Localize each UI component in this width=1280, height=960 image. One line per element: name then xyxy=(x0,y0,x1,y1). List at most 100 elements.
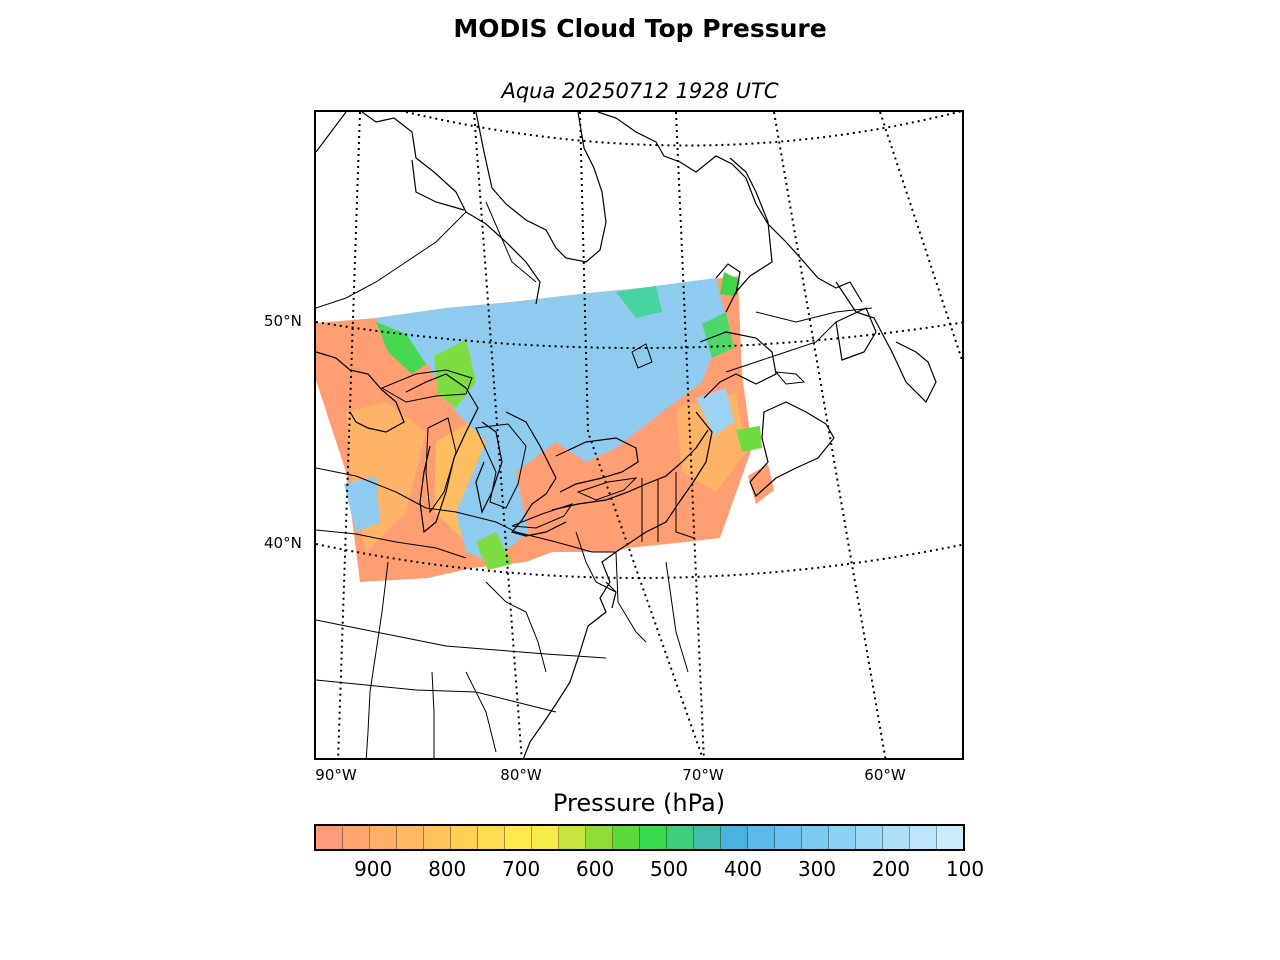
colorbar-segment xyxy=(802,826,829,849)
colorbar-segment xyxy=(721,826,748,849)
colorbar-tick-label: 500 xyxy=(649,857,689,881)
map-subtitle: Aqua 20250712 1928 UTC xyxy=(501,79,779,103)
border xyxy=(365,561,389,758)
lakes xyxy=(380,343,806,529)
colorbar-segment xyxy=(748,826,775,849)
coastline xyxy=(361,112,541,305)
colorbar-segment xyxy=(829,826,856,849)
colorbar-segment xyxy=(343,826,370,849)
colorbar-segment xyxy=(694,826,721,849)
border xyxy=(316,619,607,659)
longitude-label: 70°W xyxy=(682,766,724,784)
colorbar-title: Pressure (hPa) xyxy=(552,789,726,817)
meridian-line xyxy=(675,112,705,758)
graticule xyxy=(316,112,962,758)
border xyxy=(316,211,467,309)
coastline xyxy=(835,307,877,361)
colorbar-tick-label: 200 xyxy=(871,857,911,881)
border xyxy=(575,531,617,593)
colorbar-segment xyxy=(451,826,478,849)
colorbar-tick-label: 100 xyxy=(945,857,985,881)
colorbar-tick-label: 600 xyxy=(576,857,615,881)
colorbar-tick-label: 700 xyxy=(502,857,541,881)
latitude-label: 40°N xyxy=(264,534,302,552)
lake xyxy=(425,417,457,514)
border xyxy=(755,307,873,323)
colorbar-segment xyxy=(586,826,613,849)
meridian-line xyxy=(473,112,523,758)
border xyxy=(465,671,497,753)
longitude-label: 80°W xyxy=(500,766,542,784)
coastline xyxy=(316,351,405,433)
meridian-line xyxy=(773,112,887,758)
swath-green-band xyxy=(434,340,476,408)
coastline xyxy=(725,157,773,313)
coastline xyxy=(522,411,713,758)
coastline xyxy=(555,437,639,493)
border xyxy=(485,581,547,673)
swath-green-band xyxy=(736,426,762,452)
lake xyxy=(631,343,653,369)
lake xyxy=(576,477,638,501)
border xyxy=(725,321,837,373)
borders xyxy=(316,201,873,758)
meridian-line xyxy=(579,112,704,758)
colorbar-tick-label: 800 xyxy=(428,857,467,881)
parallel-line xyxy=(405,112,962,147)
colorbar-segment xyxy=(505,826,532,849)
longitude-label: 60°W xyxy=(864,766,906,784)
meridian-line xyxy=(337,112,361,758)
border xyxy=(316,679,557,713)
colorbar-tick-label: 300 xyxy=(797,857,837,881)
colorbar-segment xyxy=(370,826,397,849)
border xyxy=(675,472,695,539)
colorbar-segment xyxy=(424,826,451,849)
latitude-label: 50°N xyxy=(264,312,302,330)
colorbar-segment xyxy=(559,826,586,849)
coastline xyxy=(715,263,741,295)
colorbar-segment xyxy=(883,826,910,849)
colorbar-tick-label: 400 xyxy=(723,857,763,881)
lake xyxy=(475,423,527,509)
colorbar-segment xyxy=(478,826,505,849)
border xyxy=(431,671,435,758)
coastline xyxy=(551,429,709,511)
coastline xyxy=(475,112,607,263)
colorbar-tick-label: 900 xyxy=(354,857,393,881)
parallel-line xyxy=(316,321,962,349)
swath-high-cloud xyxy=(344,476,380,532)
colorbar-segment xyxy=(532,826,559,849)
border xyxy=(316,467,616,553)
coastline xyxy=(699,331,777,399)
meridian-line xyxy=(879,112,962,364)
swath-green-band xyxy=(720,272,740,296)
map-title: MODIS Cloud Top Pressure xyxy=(453,14,827,43)
border xyxy=(615,551,647,643)
colorbar-segment xyxy=(910,826,937,849)
colorbar-segment xyxy=(397,826,424,849)
lake xyxy=(774,371,806,385)
colorbar xyxy=(314,824,965,851)
coastline xyxy=(597,112,863,303)
colorbar-segment xyxy=(856,826,883,849)
colorbar-segment xyxy=(613,826,640,849)
colorbar-segment xyxy=(937,826,963,849)
colorbar-segment xyxy=(640,826,667,849)
colorbar-segment xyxy=(667,826,694,849)
coastline xyxy=(835,281,937,404)
coastline xyxy=(749,401,835,498)
swath-green-band xyxy=(376,322,426,374)
border xyxy=(665,561,689,673)
map-panel xyxy=(314,110,964,760)
border xyxy=(316,529,467,559)
swath-high-cloud xyxy=(696,388,734,436)
swath-green-band xyxy=(616,286,662,318)
swath-green-band xyxy=(476,532,512,570)
border xyxy=(485,201,537,283)
coastline xyxy=(411,159,465,211)
lake xyxy=(380,369,473,403)
colorbar-segment xyxy=(775,826,802,849)
cloud-top-pressure-map xyxy=(316,112,962,758)
lake xyxy=(511,503,574,529)
coastline xyxy=(316,112,347,153)
